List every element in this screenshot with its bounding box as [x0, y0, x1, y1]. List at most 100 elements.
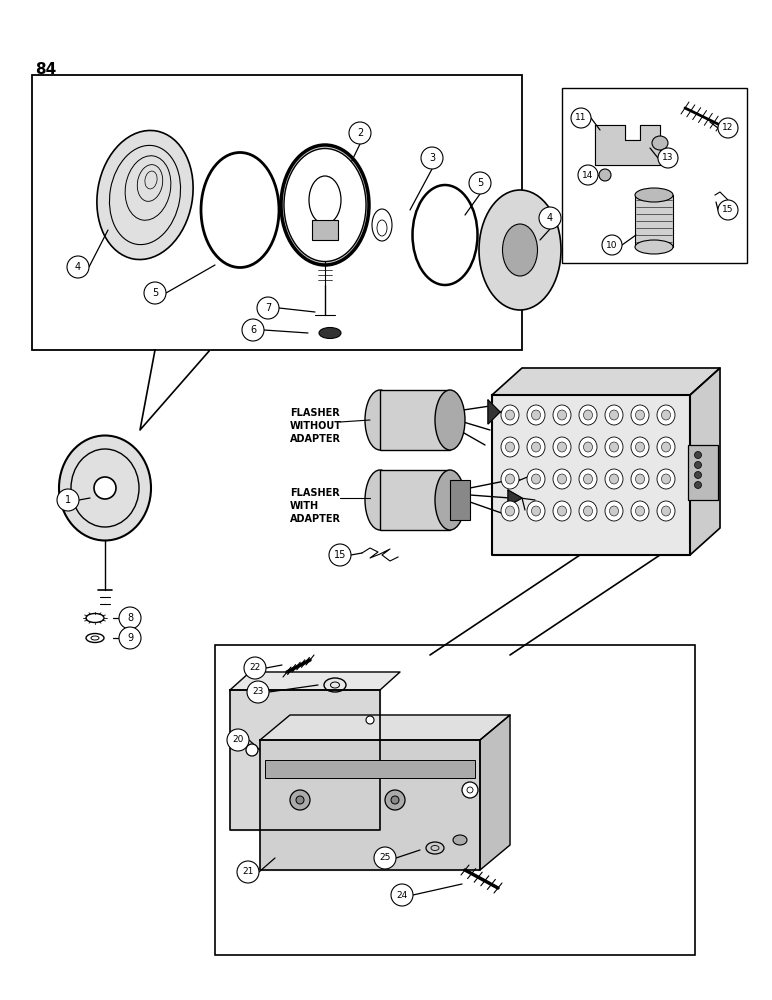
Text: 13: 13: [662, 153, 674, 162]
Circle shape: [539, 207, 561, 229]
Ellipse shape: [584, 506, 592, 516]
Ellipse shape: [610, 442, 618, 452]
Circle shape: [571, 108, 591, 128]
Ellipse shape: [479, 190, 561, 310]
Ellipse shape: [635, 410, 645, 420]
Bar: [635, 195, 673, 247]
Text: 5: 5: [152, 288, 158, 298]
Ellipse shape: [652, 136, 668, 150]
Ellipse shape: [527, 437, 545, 457]
Ellipse shape: [553, 501, 571, 521]
Ellipse shape: [657, 405, 675, 425]
Circle shape: [237, 861, 259, 883]
Text: 6: 6: [250, 325, 256, 335]
Ellipse shape: [94, 477, 116, 499]
Text: 5: 5: [477, 178, 483, 188]
Ellipse shape: [610, 506, 618, 516]
Bar: [265, 760, 475, 778]
Text: 8: 8: [127, 613, 133, 623]
Ellipse shape: [531, 442, 540, 452]
Ellipse shape: [610, 474, 618, 484]
Ellipse shape: [662, 506, 671, 516]
Ellipse shape: [96, 130, 193, 260]
Ellipse shape: [605, 405, 623, 425]
Ellipse shape: [635, 442, 645, 452]
Ellipse shape: [501, 501, 519, 521]
Ellipse shape: [584, 442, 592, 452]
Bar: [32, 75, 522, 350]
Circle shape: [242, 319, 264, 341]
Circle shape: [227, 729, 249, 751]
Ellipse shape: [599, 169, 611, 181]
Polygon shape: [260, 715, 510, 740]
Text: 11: 11: [575, 113, 587, 122]
Ellipse shape: [501, 469, 519, 489]
Text: 10: 10: [606, 240, 618, 249]
Ellipse shape: [605, 501, 623, 521]
Text: 15: 15: [723, 206, 733, 215]
Ellipse shape: [365, 390, 395, 450]
Text: FLASHER
WITH
ADAPTER: FLASHER WITH ADAPTER: [290, 488, 341, 524]
Ellipse shape: [553, 437, 571, 457]
Ellipse shape: [662, 474, 671, 484]
Ellipse shape: [553, 405, 571, 425]
Ellipse shape: [610, 410, 618, 420]
Ellipse shape: [695, 482, 702, 488]
Text: 7: 7: [265, 303, 271, 313]
Ellipse shape: [635, 506, 645, 516]
Ellipse shape: [506, 410, 514, 420]
Ellipse shape: [467, 787, 473, 793]
Ellipse shape: [579, 405, 597, 425]
Circle shape: [144, 282, 166, 304]
Polygon shape: [492, 368, 720, 395]
Ellipse shape: [557, 442, 567, 452]
Ellipse shape: [579, 469, 597, 489]
Polygon shape: [488, 400, 500, 424]
Ellipse shape: [284, 148, 366, 261]
Ellipse shape: [501, 405, 519, 425]
Circle shape: [119, 607, 141, 629]
Ellipse shape: [527, 469, 545, 489]
Text: 3: 3: [429, 153, 435, 163]
Text: 12: 12: [723, 123, 733, 132]
Polygon shape: [690, 368, 720, 555]
Ellipse shape: [462, 782, 478, 798]
Ellipse shape: [506, 442, 514, 452]
Text: 21: 21: [242, 867, 254, 876]
Ellipse shape: [657, 469, 675, 489]
Ellipse shape: [531, 410, 540, 420]
Ellipse shape: [503, 224, 537, 276]
Text: 20: 20: [232, 736, 244, 744]
Bar: [380, 390, 450, 450]
Ellipse shape: [59, 436, 151, 540]
Ellipse shape: [506, 474, 514, 484]
Polygon shape: [480, 715, 510, 870]
Ellipse shape: [435, 470, 465, 530]
Ellipse shape: [635, 188, 673, 202]
Circle shape: [329, 544, 351, 566]
Ellipse shape: [385, 790, 405, 810]
Ellipse shape: [657, 437, 675, 457]
Ellipse shape: [631, 469, 649, 489]
Ellipse shape: [501, 437, 519, 457]
Ellipse shape: [605, 469, 623, 489]
Text: 24: 24: [396, 890, 408, 900]
Ellipse shape: [377, 220, 387, 236]
Circle shape: [57, 489, 79, 511]
Ellipse shape: [319, 328, 341, 338]
Text: 22: 22: [249, 664, 261, 672]
Text: 15: 15: [334, 550, 346, 560]
Circle shape: [421, 147, 443, 169]
Polygon shape: [230, 672, 400, 690]
Circle shape: [374, 847, 396, 869]
Ellipse shape: [631, 405, 649, 425]
Ellipse shape: [281, 145, 369, 265]
Ellipse shape: [309, 176, 341, 224]
Text: 1: 1: [65, 495, 71, 505]
Circle shape: [257, 297, 279, 319]
Ellipse shape: [531, 474, 540, 484]
Ellipse shape: [635, 240, 673, 254]
Ellipse shape: [662, 410, 671, 420]
Polygon shape: [260, 740, 480, 870]
Circle shape: [247, 681, 269, 703]
